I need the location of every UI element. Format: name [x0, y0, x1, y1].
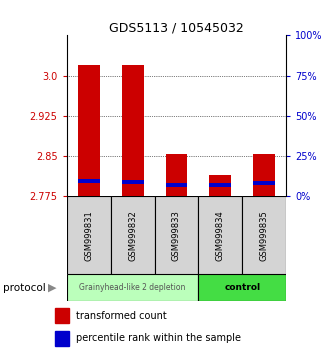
Text: control: control — [224, 283, 260, 292]
Text: GSM999834: GSM999834 — [216, 210, 225, 261]
Bar — [166, 183, 187, 187]
Bar — [78, 179, 100, 183]
Bar — [122, 65, 144, 196]
Bar — [55, 331, 69, 346]
Title: GDS5113 / 10545032: GDS5113 / 10545032 — [109, 21, 244, 34]
Bar — [122, 180, 144, 184]
Text: Grainyhead-like 2 depletion: Grainyhead-like 2 depletion — [79, 283, 186, 292]
Bar — [111, 196, 155, 274]
Bar — [55, 308, 69, 323]
Text: ▶: ▶ — [48, 282, 57, 293]
Bar — [209, 175, 231, 196]
Text: GSM999835: GSM999835 — [260, 210, 269, 261]
Bar — [209, 183, 231, 187]
Bar — [166, 154, 187, 196]
Bar — [198, 196, 242, 274]
Bar — [242, 196, 286, 274]
Bar — [253, 181, 275, 185]
Bar — [198, 274, 286, 301]
Text: transformed count: transformed count — [76, 311, 167, 321]
Text: protocol: protocol — [3, 282, 46, 293]
Text: percentile rank within the sample: percentile rank within the sample — [76, 333, 241, 343]
Text: GSM999833: GSM999833 — [172, 210, 181, 261]
Text: GSM999832: GSM999832 — [128, 210, 137, 261]
Bar — [253, 154, 275, 196]
Text: GSM999831: GSM999831 — [84, 210, 93, 261]
Bar — [78, 65, 100, 196]
Bar — [67, 196, 111, 274]
Bar — [67, 274, 198, 301]
Bar — [155, 196, 198, 274]
